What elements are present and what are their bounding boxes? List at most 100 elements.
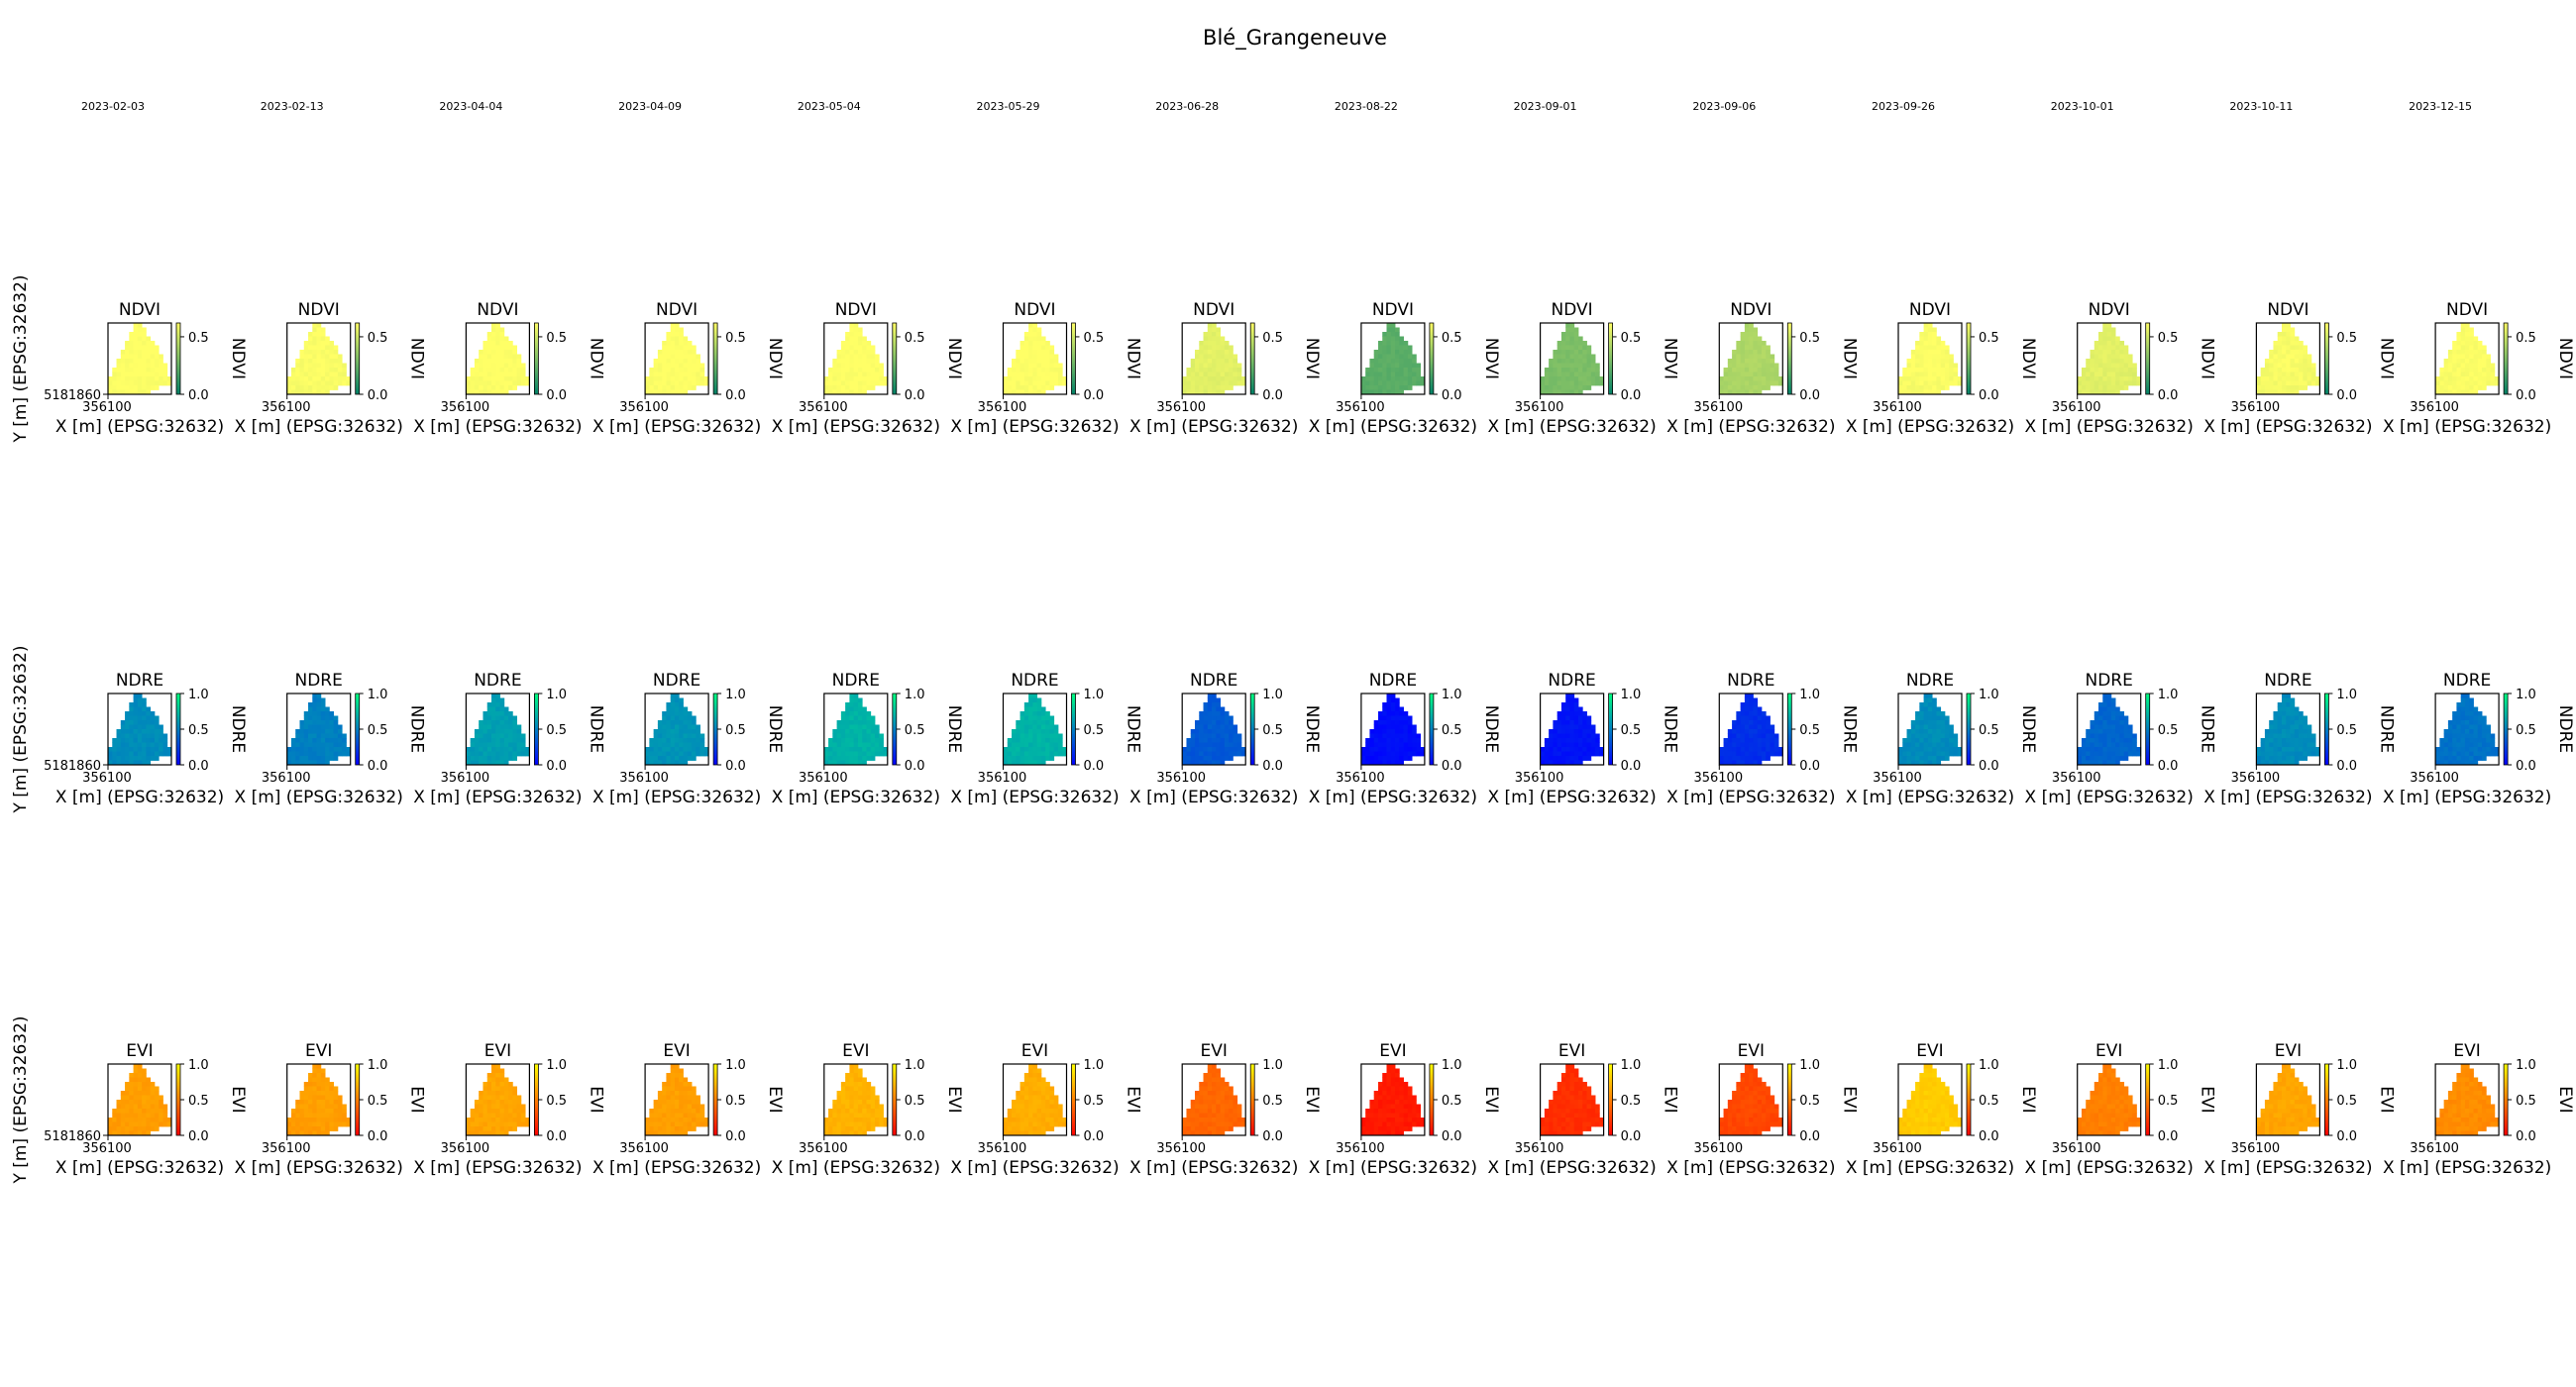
pixel: [1186, 376, 1192, 381]
pixel: [120, 1100, 126, 1105]
pixel: [1957, 747, 1963, 752]
pixel: [474, 368, 480, 373]
pixel: [2110, 354, 2116, 360]
pixel: [853, 350, 859, 355]
pixel: [1936, 742, 1942, 748]
pixel: [2277, 733, 2283, 739]
pixel: [2110, 706, 2116, 712]
pixel: [1936, 385, 1942, 390]
pixel: [1390, 694, 1396, 698]
pixel: [696, 738, 700, 743]
pixel: [316, 345, 322, 351]
pixel: [1753, 756, 1759, 761]
pixel: [2086, 359, 2091, 364]
pixel: [1199, 738, 1204, 743]
pixel: [653, 747, 659, 752]
pixel: [154, 742, 160, 748]
pixel: [1740, 341, 1746, 346]
pixel: [137, 380, 143, 386]
pixel: [1407, 359, 1413, 364]
pixel: [1049, 715, 1055, 721]
pixel: [129, 1118, 134, 1122]
pixel: [1199, 385, 1204, 390]
pixel: [316, 1113, 322, 1119]
pixel: [1744, 385, 1750, 390]
pixel: [1416, 742, 1422, 748]
pixel: [1016, 738, 1020, 743]
pixel: [1373, 729, 1379, 734]
pixel: [845, 368, 850, 373]
pixel: [1578, 720, 1583, 725]
pixel: [2110, 372, 2116, 377]
pixel: [1761, 380, 1767, 386]
pixel: [674, 341, 680, 346]
pixel: [142, 724, 147, 730]
pixel: [520, 380, 526, 386]
pixel: [1560, 747, 1566, 752]
pixel: [853, 380, 859, 386]
pixel: [2273, 389, 2279, 395]
pixel: [1212, 354, 1217, 360]
pixel: [108, 385, 113, 390]
pixel: [1953, 747, 1959, 752]
pixel: [2123, 363, 2129, 369]
pixel: [1927, 350, 1933, 355]
pixel: [508, 354, 513, 360]
pixel: [1744, 702, 1750, 707]
pixel: [857, 345, 863, 351]
pixel: [325, 756, 330, 761]
pixel: [1902, 742, 1907, 748]
pixel: [2477, 341, 2483, 346]
pixel: [1203, 711, 1209, 716]
pixel: [1923, 733, 1929, 739]
pixel: [299, 733, 305, 739]
x-tick-label: 356100: [2410, 400, 2459, 415]
pixel: [2435, 389, 2440, 395]
pixel: [2090, 724, 2095, 730]
pixel: [2127, 376, 2133, 381]
pixel: [2102, 747, 2107, 752]
pixel: [1749, 363, 1754, 369]
pixel: [146, 389, 152, 395]
pixel: [491, 1095, 496, 1101]
pixel: [133, 1118, 139, 1122]
colorbar-label: NDRE: [2018, 705, 2038, 753]
pixel: [845, 715, 850, 721]
pixel: [1403, 715, 1409, 721]
pixel: [1565, 323, 1570, 328]
pixel: [1766, 376, 1771, 381]
pixel: [2282, 702, 2287, 707]
pixel: [2294, 747, 2300, 752]
x-axis-label: X [m] (EPSG:32632): [950, 788, 1119, 807]
pixel: [2106, 323, 2112, 328]
pixel: [1224, 720, 1230, 725]
pixel: [316, 1095, 322, 1101]
pixel: [840, 715, 846, 721]
pixel: [687, 372, 693, 377]
pixel: [2294, 742, 2300, 748]
pixel: [2273, 359, 2279, 364]
pixel: [1727, 372, 1733, 377]
pixel: [674, 380, 680, 386]
pixel: [683, 756, 689, 761]
pixel: [1582, 359, 1587, 364]
pixel: [2290, 724, 2296, 730]
pixel: [1036, 385, 1042, 390]
pixel: [1020, 345, 1025, 351]
pixel: [653, 376, 659, 381]
pixel: [329, 711, 335, 716]
pixel: [862, 724, 867, 730]
pixel: [1944, 720, 1950, 725]
pixel: [125, 1118, 130, 1122]
pixel: [120, 738, 126, 743]
pixel: [1216, 756, 1221, 761]
pixel: [679, 389, 684, 395]
pixel: [2132, 368, 2137, 373]
pixel: [1578, 733, 1583, 739]
pixel: [1236, 376, 1242, 381]
pixel: [2086, 742, 2091, 748]
pixel: [2081, 372, 2087, 377]
pixel: [1028, 738, 1033, 743]
pixel: [2307, 368, 2312, 373]
pixel: [1560, 760, 1566, 766]
